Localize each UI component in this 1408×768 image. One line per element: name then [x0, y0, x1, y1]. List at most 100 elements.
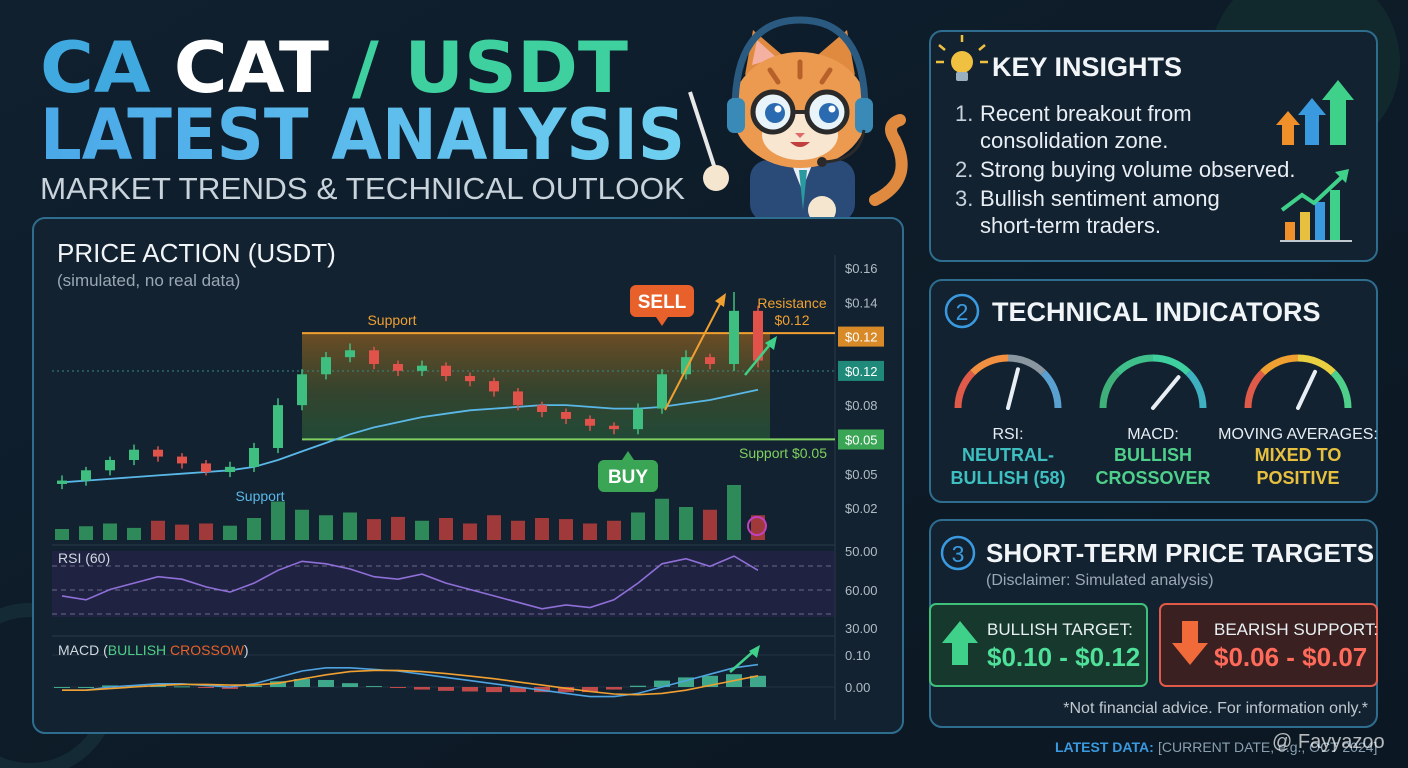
- candle-body: [465, 376, 475, 382]
- rsi-tick-label: 50.00: [845, 544, 878, 559]
- macd-histogram: [654, 680, 670, 687]
- bullish-range: $0.10 - $0.12: [987, 642, 1140, 672]
- volume-bar: [703, 509, 717, 540]
- disclaimer: (Disclaimer: Simulated analysis): [986, 572, 1214, 589]
- macd-histogram: [78, 687, 94, 688]
- volume-bar: [439, 518, 453, 540]
- volume-bar: [199, 523, 213, 540]
- moving-average: [61, 388, 759, 484]
- volume-bar: [559, 519, 573, 540]
- macd-histogram: [582, 687, 598, 693]
- candle-body: [321, 357, 331, 375]
- gauge-arc: [1040, 370, 1062, 409]
- annotation: $0.12: [774, 312, 809, 328]
- bullish-label: BULLISH TARGET:: [987, 620, 1133, 639]
- title-part: / USDT: [352, 27, 628, 109]
- gauge-arc: [1330, 370, 1352, 409]
- volume-bar: [247, 518, 261, 540]
- panel-subtitle: (simulated, no real data): [57, 271, 240, 290]
- volume-bar: [55, 529, 69, 540]
- title-part: CAT: [174, 27, 329, 109]
- section-number: 2: [956, 299, 969, 325]
- candle-body: [441, 365, 451, 376]
- macd-histogram: [558, 687, 574, 693]
- section-badge: [944, 293, 980, 329]
- bearish-range: $0.06 - $0.07: [1214, 642, 1367, 672]
- gauge-needle: [1296, 369, 1318, 410]
- volume-bar: [367, 519, 381, 540]
- candle-body: [729, 310, 739, 364]
- trend-arrow-head: [749, 645, 760, 658]
- volume-bar: [535, 518, 549, 540]
- macd-histogram: [366, 686, 382, 688]
- gauge-needle: [1151, 375, 1181, 410]
- candle-body: [81, 470, 91, 481]
- candle-body: [201, 463, 211, 472]
- volume-bar: [679, 507, 693, 540]
- gauge-status: BULLISH: [1114, 445, 1192, 465]
- macd-label-part: MACD (: [58, 642, 108, 658]
- tick-highlight: [838, 429, 884, 450]
- candle-body: [249, 448, 259, 467]
- volume-bar: [271, 501, 285, 540]
- bearish-label: BEARISH SUPPORT:: [1214, 620, 1378, 639]
- candle-body: [609, 425, 619, 430]
- macd-histogram: [462, 687, 478, 692]
- y-tick-label: $0.05: [845, 433, 878, 448]
- volume-bar: [103, 523, 117, 540]
- gauge-status: BULLISH (58): [950, 468, 1065, 488]
- volume-bar: [415, 520, 429, 540]
- macd-label-part: BULLISH: [108, 642, 166, 658]
- bullish-box: [929, 603, 1148, 687]
- consolidation-zone: [302, 333, 770, 440]
- note: *Not financial advice. For information o…: [1063, 700, 1368, 717]
- tick-highlight: [838, 360, 884, 381]
- down-arrow: [1172, 621, 1208, 665]
- candle-body: [393, 364, 403, 371]
- volume-bar: [151, 520, 165, 540]
- volume-bar: [319, 515, 333, 540]
- indicators-title: TECHNICAL INDICATORS: [992, 297, 1321, 327]
- y-tick-label: $0.02: [845, 501, 878, 516]
- volume-bar: [223, 525, 237, 540]
- candle-body: [753, 310, 763, 361]
- volume-bar: [127, 527, 141, 540]
- candle-body: [585, 418, 595, 426]
- gauge-name: RSI:: [992, 426, 1023, 443]
- trend-arrow: [664, 299, 723, 411]
- panel-title: PRICE ACTION (USDT): [57, 238, 336, 268]
- insight-text: Bullish sentiment among: [980, 186, 1220, 211]
- y-tick-label: $0.12: [845, 364, 878, 379]
- sell-label: SELL: [638, 292, 687, 313]
- volume-bar: [175, 524, 189, 540]
- gauge-status: POSITIVE: [1256, 468, 1339, 488]
- volume-bar: [583, 523, 597, 540]
- y-tick-label: $0.05: [845, 467, 878, 482]
- list-number: 1.: [955, 101, 973, 126]
- volume-bar: [463, 523, 477, 540]
- section-number: 3: [952, 541, 965, 567]
- macd-histogram: [630, 685, 646, 687]
- gauge-status: MIXED TO: [1255, 445, 1342, 465]
- title-line2: LATEST ANALYSIS: [40, 94, 685, 176]
- list-number: 2.: [955, 157, 973, 182]
- macd-histogram: [342, 683, 358, 687]
- candle-body: [273, 405, 283, 448]
- candle-body: [225, 466, 235, 472]
- rsi-line: [61, 555, 759, 610]
- candle-body: [297, 374, 307, 406]
- trend-arrow: [744, 341, 773, 376]
- y-tick-label: $0.16: [845, 261, 878, 276]
- macd-histogram: [174, 686, 190, 688]
- macd-histogram: [222, 687, 238, 689]
- macd-histogram: [702, 675, 718, 687]
- insight-text: consolidation zone.: [980, 128, 1168, 153]
- lightning-icon: [747, 516, 767, 536]
- candle-body: [105, 460, 115, 471]
- tick-highlight: [838, 326, 884, 347]
- gauge-needle: [1006, 367, 1020, 410]
- bulb-icon: [936, 35, 988, 81]
- rsi-band: [52, 551, 835, 617]
